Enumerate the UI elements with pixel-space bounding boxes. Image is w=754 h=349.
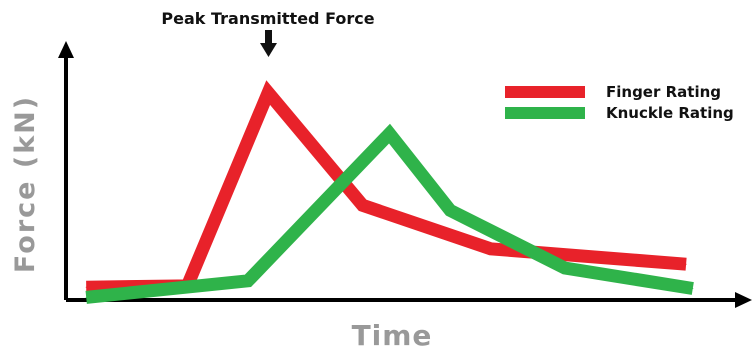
legend-swatch-knuckle-rating <box>505 107 585 119</box>
series-layer <box>85 80 694 304</box>
series-line-finger-rating <box>86 80 687 294</box>
data-point-finger-rating-0 <box>85 286 87 288</box>
legend-label-finger-rating: Finger Rating <box>606 83 721 101</box>
data-point-knuckle-rating-0 <box>85 296 87 298</box>
series-line-knuckle-rating <box>85 123 694 304</box>
data-point-knuckle-rating-2 <box>389 133 390 135</box>
legend-swatch-finger-rating <box>505 86 585 98</box>
legend: Finger Rating Knuckle Rating <box>505 83 734 122</box>
data-point-knuckle-rating-3 <box>449 209 451 211</box>
data-point-finger-rating-4 <box>490 248 492 250</box>
y-axis-label: Force (kN) <box>10 95 41 273</box>
y-axis-arrowhead <box>58 41 74 58</box>
legend-label-knuckle-rating: Knuckle Rating <box>606 104 734 122</box>
x-axis-label: Time <box>352 319 433 349</box>
data-point-finger-rating-2 <box>267 92 269 94</box>
data-point-finger-rating-5 <box>685 263 687 265</box>
data-point-finger-rating-3 <box>362 204 364 206</box>
x-axis-arrowhead <box>735 292 752 308</box>
peak-annotation-arrow <box>260 30 277 57</box>
peak-annotation-label: Peak Transmitted Force <box>161 9 374 28</box>
data-point-knuckle-rating-4 <box>564 267 566 269</box>
data-point-knuckle-rating-5 <box>692 288 694 289</box>
data-point-knuckle-rating-1 <box>247 280 249 282</box>
